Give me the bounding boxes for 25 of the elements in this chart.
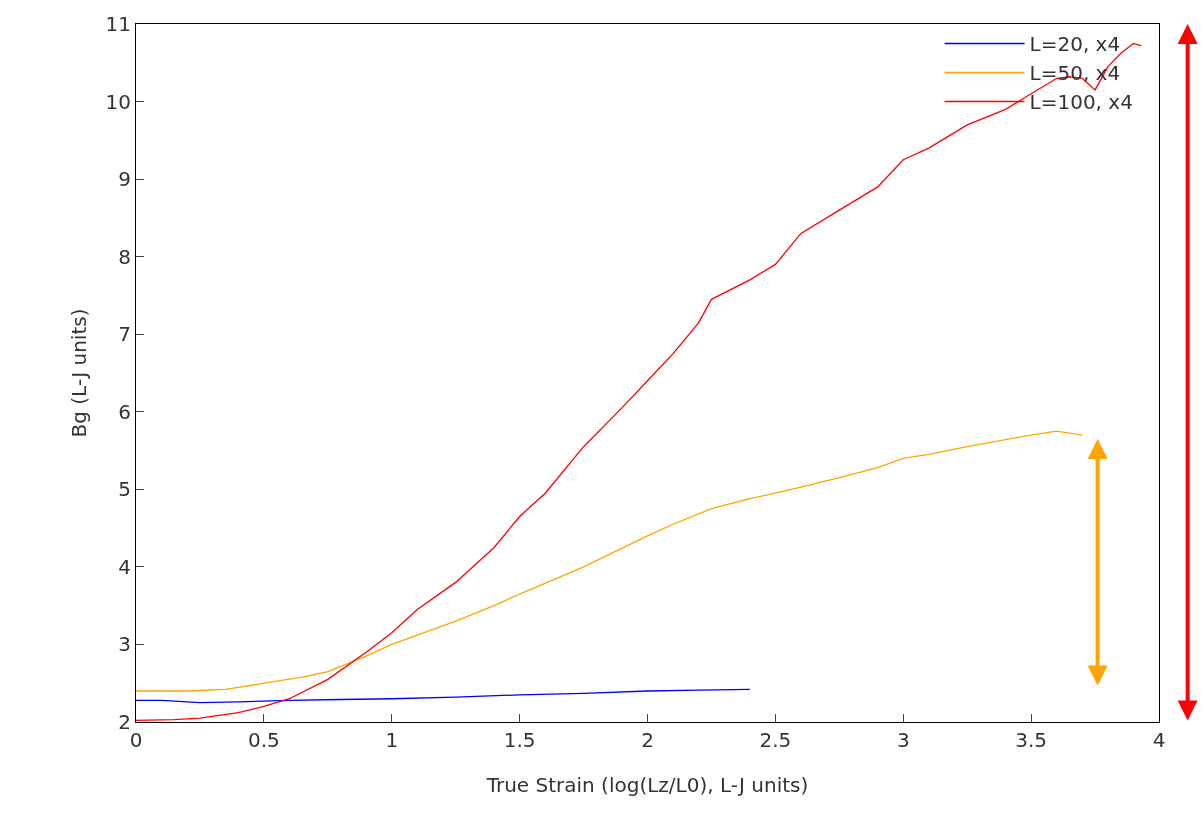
line-series — [136, 430, 1083, 692]
x-tick-label: 0 — [129, 728, 143, 752]
y-tick-label: 11 — [105, 12, 131, 36]
y-axis-title: Bg (L-J units) — [67, 308, 91, 438]
y-tick-label: 3 — [118, 632, 131, 657]
y-tick-label: 7 — [118, 322, 131, 347]
y-tick-label: 5 — [118, 477, 131, 502]
x-axis-title: True Strain (log(Lz/L0), L-J units) — [485, 773, 809, 797]
y-tick-label: 4 — [118, 554, 131, 579]
line-series — [136, 688, 751, 704]
x-tick-label: 3.5 — [1015, 728, 1048, 752]
y-tick-label: 8 — [118, 244, 131, 269]
x-tick-label: 3 — [896, 728, 910, 752]
y-tick-label: 6 — [118, 399, 131, 424]
x-tick-label: 4 — [1152, 728, 1166, 752]
x-tick-label: 1 — [385, 728, 399, 752]
x-tick-label: 2.5 — [759, 728, 792, 752]
y-tick-label: 10 — [105, 89, 131, 114]
legend-label: L=100, x4 — [1029, 90, 1133, 115]
y-tick-label: 9 — [118, 167, 131, 192]
x-tick-label: 1.5 — [503, 728, 536, 752]
y-tick-label: 2 — [118, 710, 131, 734]
x-tick-label: 0.5 — [247, 728, 280, 752]
legend-label: L=20, x4 — [1029, 32, 1121, 57]
x-tick-label: 2 — [641, 728, 654, 752]
